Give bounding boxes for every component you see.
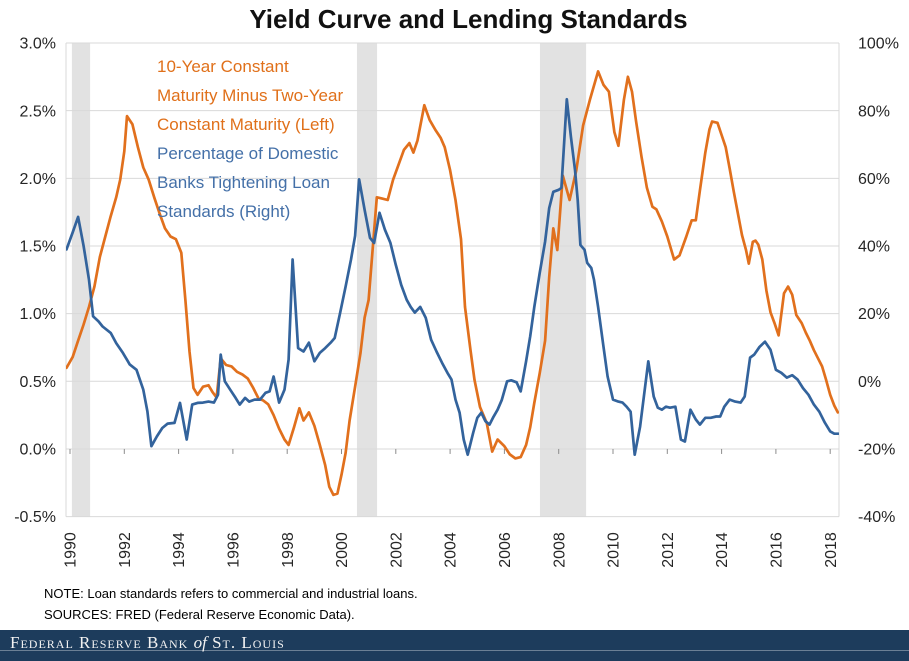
recession-band (71, 43, 91, 517)
footer-rule (0, 650, 909, 651)
right-axis: 100% 80% 60% 40% 20% 0% -20% -40% (858, 36, 899, 527)
recession-band (356, 43, 378, 517)
right-axis-tick-label: 60% (858, 171, 890, 188)
right-axis-tick-label: 80% (858, 103, 890, 120)
x-axis-tick-label: 2008 (551, 532, 568, 568)
legend-line: Maturity Minus Two-Year (157, 86, 344, 105)
legend-line: Banks Tightening Loan (157, 173, 330, 192)
footer-brand-part2: St. Louis (212, 633, 285, 652)
chart-title: Yield Curve and Lending Standards (249, 4, 688, 34)
x-axis-tick-label: 2010 (606, 532, 623, 568)
recession-band (539, 43, 587, 517)
footer-brand-part1: Federal Reserve Bank (10, 633, 189, 652)
x-axis-tick-label: 1990 (63, 532, 80, 568)
right-axis-tick-label: 20% (858, 306, 890, 323)
x-axis-tick-label: 2014 (714, 532, 731, 568)
footnotes: NOTE: Loan standards refers to commercia… (44, 583, 418, 625)
left-axis-tick-label: 0.0% (20, 442, 56, 459)
note-text: NOTE: Loan standards refers to commercia… (44, 586, 418, 601)
yield-spread-line (66, 70, 839, 497)
sources-text: SOURCES: FRED (Federal Reserve Economic … (44, 607, 355, 622)
x-axis-tick-label: 2012 (660, 532, 677, 568)
x-axis-tick-label: 1996 (225, 532, 242, 568)
left-axis-tick-label: 3.0% (20, 36, 56, 53)
legend-line: Standards (Right) (157, 202, 291, 221)
x-axis-tick-label: 1998 (280, 532, 297, 568)
footer-brand: Federal Reserve Bank of St. Louis (10, 633, 285, 653)
legend-line: Percentage of Domestic (157, 144, 339, 163)
right-axis-tick-label: -40% (858, 509, 895, 526)
left-axis-tick-label: 0.5% (20, 374, 56, 391)
x-axis-tick-label: 2016 (769, 532, 786, 568)
x-axis-tick-label: 1994 (171, 532, 188, 568)
legend-series-2: Percentage of Domestic Banks Tightening … (157, 139, 343, 226)
x-axis-tick-label: 2018 (823, 532, 840, 568)
x-axis-tick-label: 2004 (443, 532, 460, 568)
right-axis-tick-label: 100% (858, 36, 899, 53)
left-axis-tick-label: 1.5% (20, 239, 56, 256)
footer-bar: Federal Reserve Bank of St. Louis (0, 630, 909, 661)
right-axis-tick-label: 40% (858, 239, 890, 256)
left-axis: 3.0% 2.5% 2.0% 1.5% 1.0% 0.5% 0.0% -0.5% (14, 36, 56, 527)
right-axis-tick-label: -20% (858, 442, 895, 459)
x-axis-tick-label: 2002 (388, 532, 405, 568)
legend-line: 10-Year Constant (157, 57, 289, 76)
x-axis: 1990 1992 1994 1996 1998 2000 2002 2004 2006 2008… (63, 448, 840, 568)
series-lines (66, 70, 839, 497)
legend-series-1: 10-Year Constant Maturity Minus Two-Year… (157, 52, 343, 139)
recession-bands (71, 43, 587, 517)
left-axis-tick-label: 2.0% (20, 171, 56, 188)
x-axis-tick-label: 2000 (334, 532, 351, 568)
lending-standards-line (66, 97, 839, 457)
x-axis-tick-label: 1992 (117, 532, 134, 568)
left-axis-tick-label: -0.5% (14, 509, 56, 526)
chart-legend: 10-Year Constant Maturity Minus Two-Year… (157, 52, 343, 226)
x-axis-tick-label: 2006 (497, 532, 514, 568)
footer-brand-of: of (193, 633, 207, 652)
left-axis-tick-label: 2.5% (20, 103, 56, 120)
right-axis-tick-label: 0% (858, 374, 881, 391)
left-axis-tick-label: 1.0% (20, 306, 56, 323)
legend-line: Constant Maturity (Left) (157, 115, 335, 134)
gridlines (65, 42, 840, 518)
